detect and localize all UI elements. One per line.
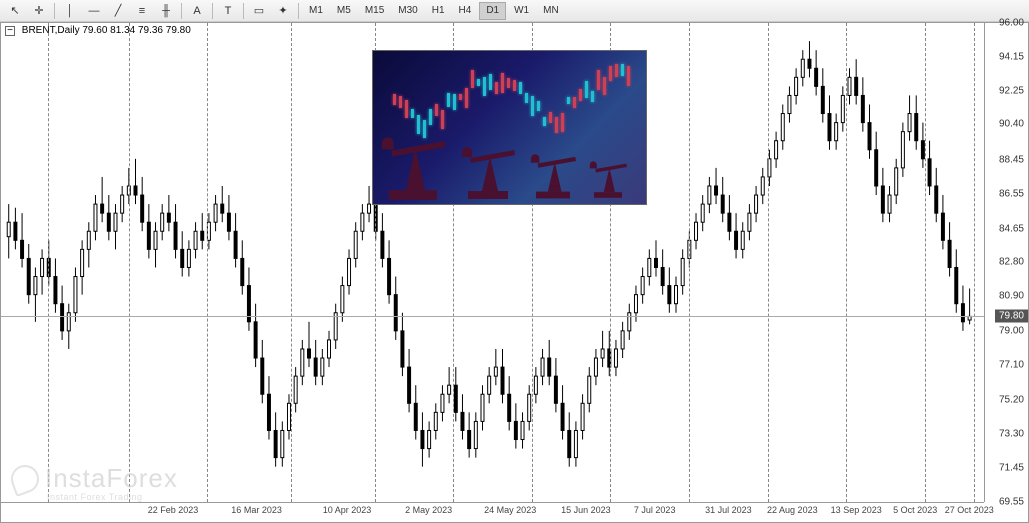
y-axis-label: 79.00	[999, 325, 1024, 336]
crosshair-icon[interactable]: ✛	[28, 2, 50, 20]
price-axis: 96.0094.1592.2590.4088.4586.5584.6582.80…	[984, 23, 1028, 502]
x-axis-label: 27 Oct 2023	[945, 505, 994, 515]
y-axis-label: 86.55	[999, 189, 1024, 200]
vertical-gridline	[48, 23, 49, 502]
y-axis-label: 75.20	[999, 394, 1024, 405]
y-axis-label: 73.30	[999, 429, 1024, 440]
y-axis-label: 82.80	[999, 257, 1024, 268]
text-icon[interactable]: A	[186, 2, 208, 20]
timeframe-d1[interactable]: D1	[479, 2, 506, 20]
current-price-marker: 79.80	[995, 310, 1028, 323]
cursor-icon[interactable]: ↖	[4, 2, 26, 20]
x-axis-label: 22 Feb 2023	[148, 505, 199, 515]
x-axis-label: 22 Aug 2023	[767, 505, 818, 515]
current-price-line	[1, 316, 984, 317]
chart-header: − BRENT,Daily 79.60 81.34 79.36 79.80	[5, 25, 191, 36]
oil-pump-icon	[594, 192, 622, 198]
x-axis-label: 16 Mar 2023	[231, 505, 282, 515]
x-axis-label: 7 Jul 2023	[634, 505, 676, 515]
chart-container: − BRENT,Daily 79.60 81.34 79.36 79.80 96…	[0, 22, 1029, 523]
brand-name: InstaForex	[45, 463, 178, 494]
watermark: InstaForex Instant Forex Trading	[11, 463, 178, 502]
toolbar-separator	[181, 3, 182, 19]
toolbar-separator	[243, 3, 244, 19]
collapse-icon[interactable]: −	[5, 26, 15, 36]
y-axis-label: 88.45	[999, 154, 1024, 165]
x-axis-label: 31 Jul 2023	[705, 505, 752, 515]
timeframe-h4[interactable]: H4	[453, 2, 478, 20]
timeframe-h1[interactable]: H1	[426, 2, 451, 20]
y-axis-label: 77.10	[999, 360, 1024, 371]
y-axis-label: 96.00	[999, 18, 1024, 29]
timeframe-m1[interactable]: M1	[303, 2, 329, 20]
vertical-gridline	[974, 23, 975, 502]
y-axis-label: 84.65	[999, 223, 1024, 234]
vertical-gridline	[207, 23, 208, 502]
toolbar-separator	[298, 3, 299, 19]
instaforex-logo-icon	[7, 461, 43, 497]
vertical-gridline	[768, 23, 769, 502]
timeframe-m30[interactable]: M30	[392, 2, 423, 20]
image-candles-overlay	[393, 61, 636, 151]
label-icon[interactable]: T	[217, 2, 239, 20]
vertical-gridline	[846, 23, 847, 502]
x-axis-label: 15 Jun 2023	[561, 505, 611, 515]
x-axis-label: 2 May 2023	[405, 505, 452, 515]
horizontal-line-icon[interactable]: —	[83, 2, 105, 20]
channel-icon[interactable]: ≡	[131, 2, 153, 20]
trendline-icon[interactable]: ╱	[107, 2, 129, 20]
timeframe-mn[interactable]: MN	[537, 2, 565, 20]
x-axis-label: 13 Sep 2023	[831, 505, 882, 515]
timeframe-w1[interactable]: W1	[508, 2, 535, 20]
toolbar-separator	[54, 3, 55, 19]
y-axis-label: 90.40	[999, 119, 1024, 130]
vertical-gridline	[925, 23, 926, 502]
oil-pump-icon	[389, 190, 437, 200]
y-axis-label: 92.25	[999, 85, 1024, 96]
y-axis-label: 94.15	[999, 51, 1024, 62]
y-axis-label: 71.45	[999, 462, 1024, 473]
oil-pump-icon	[536, 192, 570, 199]
x-axis-label: 24 May 2023	[484, 505, 536, 515]
vertical-gridline	[129, 23, 130, 502]
embedded-oil-image	[372, 50, 647, 205]
ohlc-label: 79.60 81.34 79.36 79.80	[82, 25, 190, 36]
y-axis-label: 80.90	[999, 291, 1024, 302]
vertical-line-icon[interactable]: │	[59, 2, 81, 20]
vertical-gridline	[689, 23, 690, 502]
timeframe-m5[interactable]: M5	[331, 2, 357, 20]
vertical-gridline	[291, 23, 292, 502]
timeframe-m15[interactable]: M15	[359, 2, 390, 20]
rect-icon[interactable]: ▭	[248, 2, 270, 20]
oil-pump-icon	[468, 191, 508, 199]
y-axis-label: 69.55	[999, 497, 1024, 508]
drawing-toolbar: ↖✛ │—╱≡╫ AT ▭✦ M1M5M15M30H1H4D1W1MN	[0, 0, 1029, 22]
x-axis-label: 5 Oct 2023	[893, 505, 937, 515]
fibonacci-icon[interactable]: ╫	[155, 2, 177, 20]
x-axis-label: 10 Apr 2023	[323, 505, 372, 515]
toolbar-separator	[212, 3, 213, 19]
time-axis: 22 Feb 2023 16 Mar 2023 10 Apr 2023 2 May 2…	[1, 502, 984, 522]
shapes-icon[interactable]: ✦	[272, 2, 294, 20]
symbol-label: BRENT,Daily	[22, 25, 80, 36]
